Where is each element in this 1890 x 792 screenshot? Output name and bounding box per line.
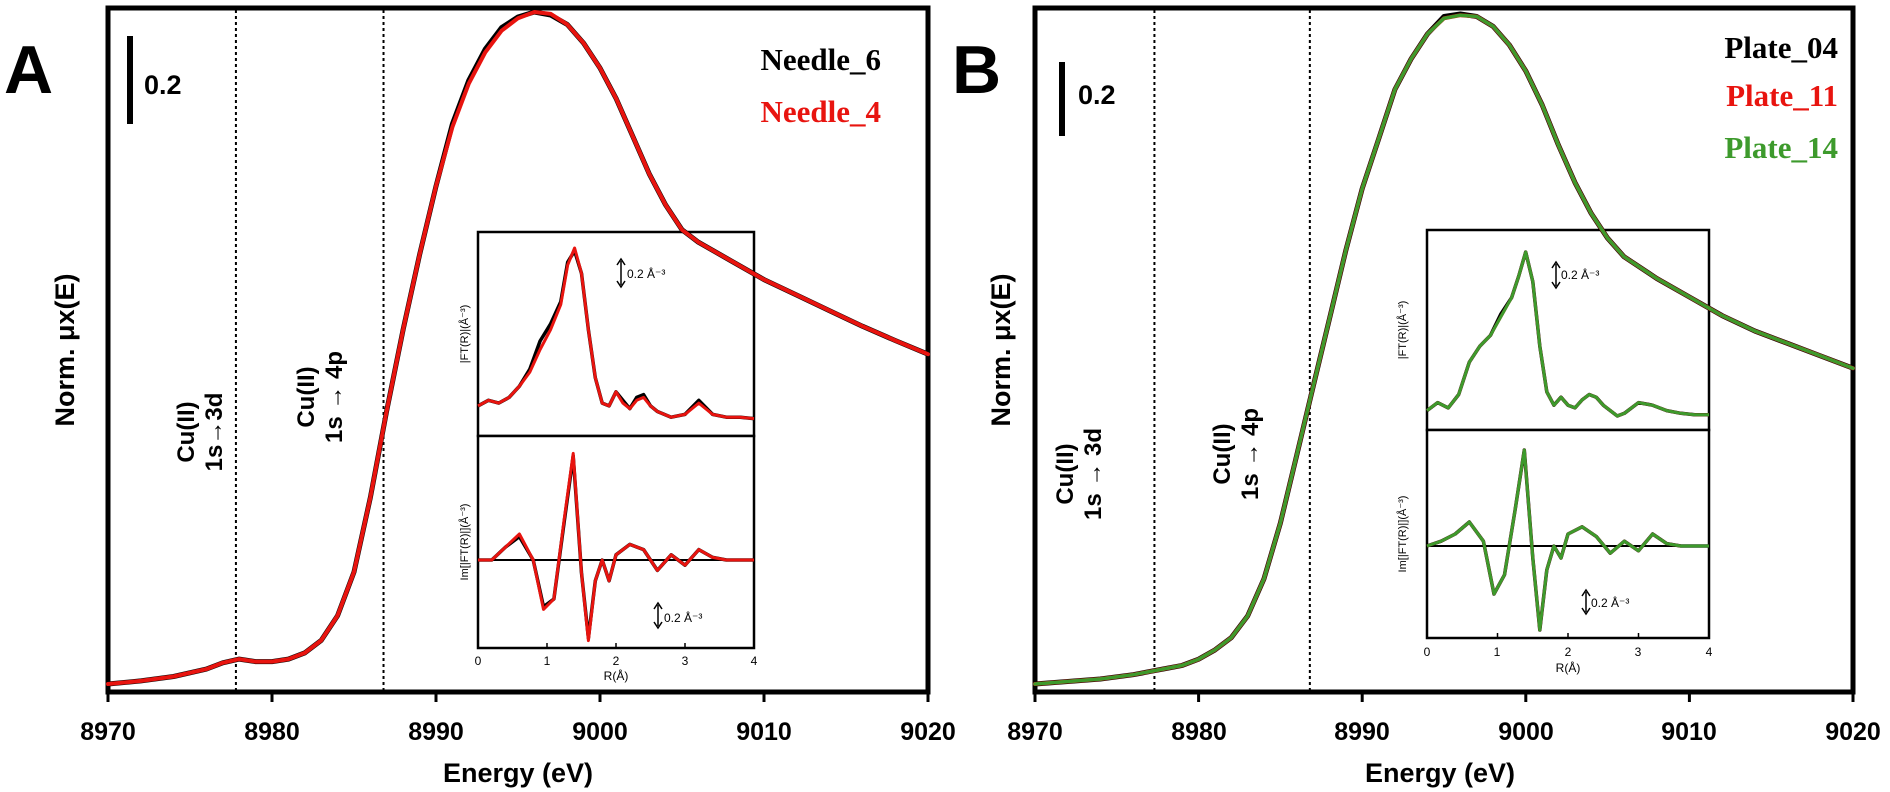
x-tick-label: 9020 xyxy=(1825,718,1881,746)
inset-a: |FT(R)|(Å⁻³) Im[|FT(R)|](Å⁻³) 0.2 Å⁻³ 0.… xyxy=(458,230,758,683)
annotation-line: Cu(II) xyxy=(1052,443,1079,504)
inset-top-series-needle_4 xyxy=(477,246,755,421)
inset-x-tick-label: 2 xyxy=(1565,645,1572,659)
inset-bottom-frame-b xyxy=(1425,428,1711,640)
inset-scale-bottom-a: 0.2 Å⁻³ xyxy=(653,601,702,630)
x-tick-label: 8990 xyxy=(1334,718,1390,746)
inset-x-tick-label: 4 xyxy=(1706,645,1713,659)
plot-frame-a xyxy=(105,5,931,695)
scale-bar-label-a: 0.2 xyxy=(144,70,182,100)
inset-top-ylabel-b: |FT(R)|(Å⁻³) xyxy=(1396,301,1409,360)
x-tick-label: 9000 xyxy=(1498,718,1554,746)
panel-a: A Norm. μx(E) Energy (eV) 8970 8980 8990… xyxy=(4,5,956,788)
inset-bottom-ylabel-a: Im[|FT(R)|](Å⁻³) xyxy=(458,504,471,581)
plot-frame-b xyxy=(1032,5,1856,695)
inset-bottom-series-plate_14 xyxy=(1426,448,1709,632)
annotation-line: 1s → 3d xyxy=(1080,428,1107,520)
inset-x-tick-label: 0 xyxy=(475,654,482,668)
inset-x-tick-label: 0 xyxy=(1424,645,1431,659)
legend-entry-a-1: Needle_6 xyxy=(760,42,881,77)
x-ticks-b: 8970 8980 8990 9000 9010 9020 xyxy=(1007,718,1881,746)
inset-top-frame-a xyxy=(476,230,756,438)
legend-entry-b-3: Plate_14 xyxy=(1724,130,1838,165)
x-axis-label-b: Energy (eV) xyxy=(1365,758,1515,788)
x-tick-label: 8980 xyxy=(244,718,300,746)
chart-series-group xyxy=(1032,10,1856,702)
inset-x-tick-label: 2 xyxy=(613,654,620,668)
annotation-line: Cu(II) xyxy=(293,366,320,427)
x-tick-label: 8990 xyxy=(408,718,464,746)
inset-scale-label: 0.2 Å⁻³ xyxy=(1591,595,1629,610)
legend-entry-a-2: Needle_4 xyxy=(760,94,881,129)
annotation-line: 1s → 4p xyxy=(1237,408,1264,500)
inset-scale-arrows xyxy=(1551,260,1561,290)
inset-x-tick-label: 3 xyxy=(682,654,689,668)
inset-bottom-frame-a xyxy=(476,434,756,650)
x-tick-label: 9010 xyxy=(1661,718,1717,746)
panel-label-a: A xyxy=(4,32,53,108)
inset-x-tick-label: 3 xyxy=(1635,645,1642,659)
inset-xticks-a: 0 1 2 3 4 xyxy=(475,654,758,668)
x-tick-label: 9010 xyxy=(736,718,792,746)
x-tick-label: 9000 xyxy=(572,718,628,746)
inset-b: |FT(R)|(Å⁻³) Im[|FT(R)|](Å⁻³) 0.2 Å⁻³ 0.… xyxy=(1396,228,1713,675)
inset-x-tick-label: 1 xyxy=(1494,645,1501,659)
panel-label-b: B xyxy=(952,32,1001,108)
annotation-line: Cu(II) xyxy=(173,401,200,462)
y-axis-label-a: Norm. μx(E) xyxy=(50,273,80,426)
x-tick-label: 9020 xyxy=(900,718,956,746)
inset-x-tick-label: 1 xyxy=(544,654,551,668)
inset-xlabel-a: R(Å) xyxy=(604,668,629,683)
inset-bottom-series-needle_4 xyxy=(478,451,754,643)
inset-bottom-ylabel-b: Im[|FT(R)|](Å⁻³) xyxy=(1396,496,1409,573)
inset-xticks-b: 0 1 2 3 4 xyxy=(1424,645,1713,659)
y-axis-label-b: Norm. μx(E) xyxy=(986,273,1016,426)
inset-top-ylabel-a: |FT(R)|(Å⁻³) xyxy=(458,305,471,364)
inset-scale-bottom-b: 0.2 Å⁻³ xyxy=(1581,588,1629,616)
panel-b: B Norm. μx(E) Energy (eV) 8970 8980 8990… xyxy=(952,5,1881,788)
x-tick-label: 8970 xyxy=(1007,718,1063,746)
inset-scale-top-b: 0.2 Å⁻³ xyxy=(1551,260,1599,290)
legend-entry-b-1: Plate_04 xyxy=(1724,30,1838,65)
inset-top-frame-b xyxy=(1425,228,1711,432)
annotation-line: Cu(II) xyxy=(1209,423,1236,484)
inset-scale-label: 0.2 Å⁻³ xyxy=(627,266,665,281)
inset-scale-arrows xyxy=(653,601,663,630)
series-line-plate_14 xyxy=(1033,13,1855,686)
inset-scale-top-a: 0.2 Å⁻³ xyxy=(616,257,665,289)
series-line-needle_4 xyxy=(106,10,930,686)
inset-scale-arrows xyxy=(616,257,626,289)
annotation-a-2: Cu(II) 1s → 4p xyxy=(293,351,348,443)
annotation-b-1: Cu(II) 1s → 3d xyxy=(1052,428,1107,520)
legend-entry-b-2: Plate_11 xyxy=(1726,78,1838,113)
x-ticks-a: 8970 8980 8990 9000 9010 9020 xyxy=(80,718,956,746)
inset-scale-label: 0.2 Å⁻³ xyxy=(664,610,702,625)
chart-series-group xyxy=(105,9,931,702)
inset-xlabel-b: R(Å) xyxy=(1556,660,1581,675)
annotation-b-2: Cu(II) 1s → 4p xyxy=(1209,408,1264,500)
inset-scale-label: 0.2 Å⁻³ xyxy=(1561,267,1599,282)
inset-scale-arrows xyxy=(1581,588,1591,616)
x-tick-label: 8980 xyxy=(1171,718,1227,746)
annotation-line: 1s → 4p xyxy=(321,351,348,443)
inset-x-tick-label: 4 xyxy=(751,654,758,668)
inset-top-series-plate_14 xyxy=(1426,250,1709,418)
x-axis-label-a: Energy (eV) xyxy=(443,758,593,788)
annotation-a-1: Cu(II) 1s→3d xyxy=(173,393,228,472)
x-tick-label: 8970 xyxy=(80,718,136,746)
annotation-line: 1s→3d xyxy=(201,393,228,472)
scale-bar-label-b: 0.2 xyxy=(1078,80,1116,110)
